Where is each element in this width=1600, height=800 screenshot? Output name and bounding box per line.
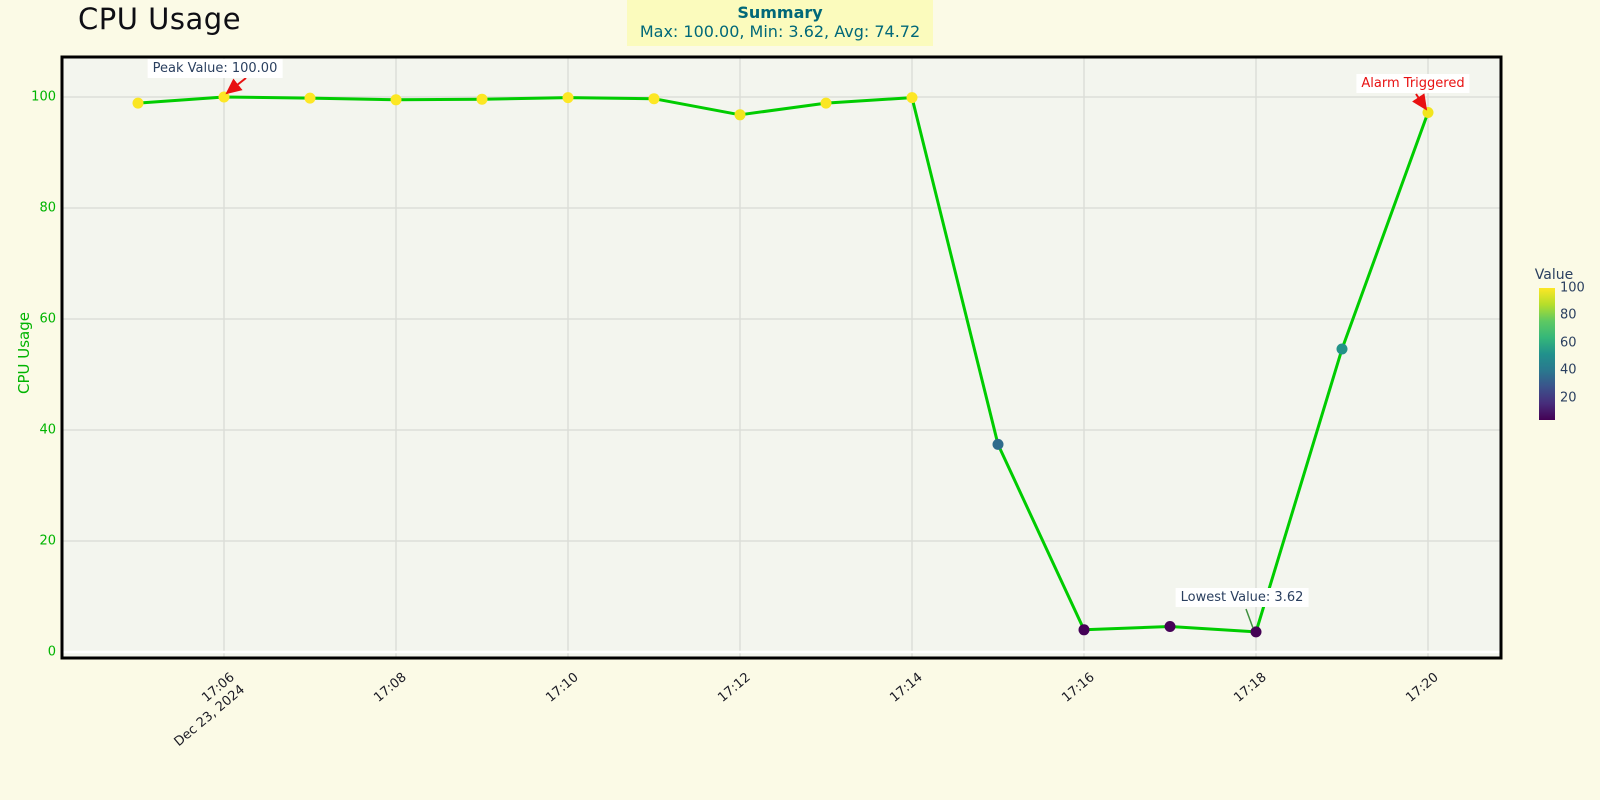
data-point	[476, 93, 488, 105]
colorbar	[1539, 288, 1555, 420]
y-tick-label: 80	[39, 200, 56, 216]
colorbar-tick-label: 100	[1560, 280, 1585, 296]
data-point	[218, 91, 230, 103]
data-point	[648, 93, 660, 105]
alarm-annotation-arrow	[1412, 93, 1428, 111]
peak-annotation: Peak Value: 100.00	[147, 59, 283, 78]
alarm-annotation: Alarm Triggered	[1356, 74, 1470, 93]
y-tick-label: 40	[39, 422, 56, 438]
colorbar-tick-label: 60	[1560, 335, 1577, 351]
lowest-annotation: Lowest Value: 3.62	[1175, 588, 1309, 607]
y-tick-label: 100	[31, 89, 56, 105]
page-title: CPU Usage	[78, 2, 242, 36]
data-point	[1250, 626, 1262, 638]
data-point	[1078, 624, 1090, 636]
data-point	[304, 92, 316, 104]
data-point	[992, 438, 1004, 450]
peak-annotation-arrow	[225, 77, 247, 95]
x-gridlines	[223, 57, 1429, 658]
plot-area[interactable]	[62, 57, 1501, 658]
lowest-annotation-connector	[1245, 608, 1254, 629]
y-gridlines	[62, 96, 1501, 654]
summary-stats: Max: 100.00, Min: 3.62, Avg: 74.72	[639, 22, 921, 41]
colorbar-tick-label: 80	[1560, 307, 1577, 323]
y-tick-label: 60	[39, 311, 56, 327]
axis-border	[60, 55, 1503, 660]
y-tick-label: 20	[39, 533, 56, 549]
summary-heading: Summary	[737, 3, 823, 22]
data-point	[820, 97, 832, 109]
data-point	[390, 94, 402, 106]
data-point	[132, 97, 144, 109]
colorbar-tick-label: 40	[1560, 362, 1577, 378]
colorbar-tick-label: 20	[1560, 390, 1577, 406]
data-point	[1336, 343, 1348, 355]
data-point	[734, 109, 746, 121]
data-point	[906, 92, 918, 104]
data-point	[1164, 621, 1176, 632]
colorbar-title: Value	[1534, 267, 1574, 283]
cpu-usage-markers[interactable]	[132, 91, 1434, 638]
data-point	[1422, 107, 1434, 118]
summary-box: Summary Max: 100.00, Min: 3.62, Avg: 74.…	[627, 0, 933, 46]
y-tick-label: 0	[47, 644, 56, 660]
data-point	[562, 92, 574, 104]
cpu-usage-line	[137, 95, 1430, 634]
